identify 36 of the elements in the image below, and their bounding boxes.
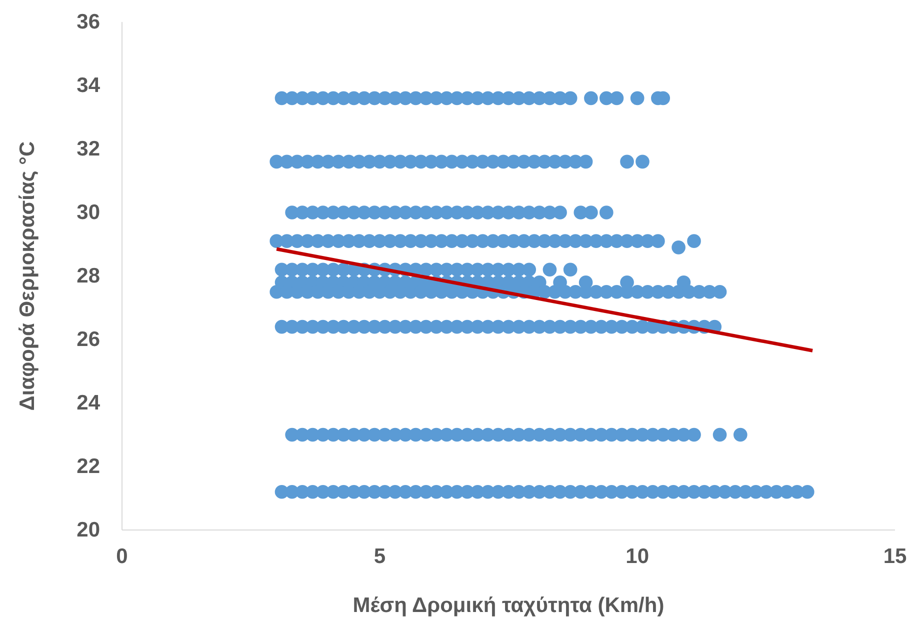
y-tick-label: 28 <box>76 264 100 288</box>
y-axis-title: Διαφορά Θερμοκρασίας °C <box>16 141 39 411</box>
point <box>522 262 536 277</box>
y-tick-label: 36 <box>76 10 100 34</box>
point <box>712 428 727 442</box>
point <box>542 262 557 277</box>
point <box>563 91 578 106</box>
x-axis-title: Μέση Δρομική ταχύτητα (Km/h) <box>352 594 664 617</box>
y-tick-label: 20 <box>76 518 100 542</box>
x-tick-label: 15 <box>883 544 907 568</box>
point <box>672 240 686 254</box>
y-tick-label: 24 <box>76 392 100 415</box>
y-tick-label: 22 <box>76 455 100 478</box>
y-tick-label: 34 <box>76 74 100 98</box>
point <box>800 485 814 499</box>
point <box>712 284 727 299</box>
point <box>620 154 634 169</box>
point <box>584 91 598 106</box>
x-tick-label: 0 <box>116 544 128 568</box>
point <box>610 91 624 106</box>
point <box>630 91 644 106</box>
y-tick-label: 26 <box>76 328 100 352</box>
y-tick-label: 30 <box>76 201 100 224</box>
x-tick-label: 10 <box>626 544 650 568</box>
point <box>553 206 567 220</box>
point <box>651 234 665 248</box>
x-tick-label: 5 <box>374 544 386 568</box>
point <box>733 428 748 442</box>
point <box>584 206 598 220</box>
point <box>687 428 701 442</box>
point <box>687 234 701 248</box>
y-tick-label: 32 <box>76 138 100 161</box>
point <box>563 262 578 277</box>
point <box>636 154 650 169</box>
point <box>578 154 593 169</box>
point <box>600 206 614 220</box>
